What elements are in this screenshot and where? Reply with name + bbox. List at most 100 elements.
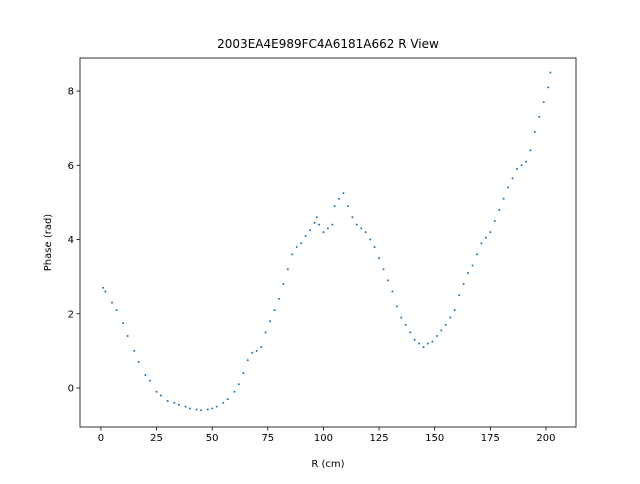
point bbox=[516, 167, 519, 170]
x-tick-label: 150 bbox=[425, 433, 444, 444]
point bbox=[295, 245, 298, 248]
point bbox=[453, 309, 456, 312]
point bbox=[269, 320, 272, 323]
point bbox=[427, 342, 430, 345]
point bbox=[155, 390, 158, 393]
point bbox=[282, 283, 285, 286]
y-tick-label: 2 bbox=[68, 309, 74, 320]
y-axis-label: Phase (rad) bbox=[43, 214, 54, 272]
point bbox=[467, 271, 470, 274]
point bbox=[458, 294, 461, 297]
x-tick-label: 200 bbox=[536, 433, 555, 444]
point bbox=[342, 192, 345, 195]
point bbox=[395, 305, 398, 308]
point bbox=[409, 331, 412, 334]
x-tick-label: 175 bbox=[481, 433, 500, 444]
point bbox=[498, 208, 501, 211]
point bbox=[444, 323, 447, 326]
point bbox=[326, 227, 329, 230]
point bbox=[246, 359, 249, 362]
point bbox=[286, 268, 289, 271]
point bbox=[264, 331, 267, 334]
point bbox=[237, 383, 240, 386]
point bbox=[533, 130, 536, 133]
point bbox=[233, 390, 236, 393]
point bbox=[115, 309, 118, 312]
point bbox=[173, 401, 176, 404]
point bbox=[493, 219, 496, 222]
point bbox=[159, 394, 162, 397]
point bbox=[211, 407, 214, 410]
point bbox=[475, 253, 478, 256]
point bbox=[322, 231, 325, 234]
x-tick-label: 0 bbox=[98, 433, 104, 444]
point bbox=[333, 205, 336, 208]
point bbox=[538, 116, 541, 119]
point bbox=[104, 290, 107, 293]
point bbox=[133, 349, 136, 352]
point bbox=[291, 253, 294, 256]
point bbox=[422, 346, 425, 349]
point bbox=[206, 408, 209, 411]
point bbox=[300, 242, 303, 245]
point bbox=[126, 335, 129, 338]
point bbox=[542, 101, 545, 104]
point bbox=[315, 216, 318, 219]
point bbox=[351, 216, 354, 219]
point bbox=[440, 329, 443, 332]
y-tick-label: 0 bbox=[68, 384, 74, 395]
point bbox=[102, 286, 105, 289]
axes-frame bbox=[79, 57, 577, 428]
point bbox=[215, 405, 218, 408]
point bbox=[520, 164, 523, 167]
x-tick-label: 100 bbox=[314, 433, 333, 444]
point bbox=[111, 301, 114, 304]
point bbox=[462, 283, 465, 286]
point bbox=[277, 297, 280, 300]
x-tick-label: 75 bbox=[261, 433, 274, 444]
point bbox=[177, 403, 180, 406]
point bbox=[511, 177, 514, 180]
point bbox=[338, 197, 341, 200]
point bbox=[391, 290, 394, 293]
point bbox=[260, 346, 263, 349]
point bbox=[309, 229, 312, 232]
point bbox=[222, 401, 225, 404]
point bbox=[355, 223, 358, 226]
point bbox=[435, 335, 438, 338]
point bbox=[144, 374, 147, 377]
point bbox=[507, 186, 510, 189]
point bbox=[313, 221, 316, 224]
point bbox=[364, 231, 367, 234]
point bbox=[331, 223, 334, 226]
point bbox=[404, 323, 407, 326]
point bbox=[431, 340, 434, 343]
x-tick-label: 125 bbox=[370, 433, 389, 444]
point bbox=[471, 264, 474, 267]
point bbox=[449, 316, 452, 319]
point bbox=[373, 245, 376, 248]
y-tick-label: 6 bbox=[68, 161, 74, 172]
point bbox=[360, 227, 363, 230]
point bbox=[184, 405, 187, 408]
point bbox=[549, 71, 552, 74]
point bbox=[273, 309, 276, 312]
y-tick-label: 4 bbox=[68, 235, 74, 246]
point bbox=[547, 86, 550, 89]
point bbox=[382, 268, 385, 271]
point bbox=[242, 372, 245, 375]
point bbox=[200, 409, 203, 412]
point bbox=[489, 231, 492, 234]
point bbox=[317, 223, 320, 226]
point bbox=[369, 238, 372, 241]
point bbox=[413, 338, 416, 341]
point bbox=[346, 205, 349, 208]
point bbox=[255, 349, 258, 352]
point bbox=[480, 242, 483, 245]
x-axis-label: R (cm) bbox=[311, 459, 344, 470]
point bbox=[137, 361, 140, 364]
chart-title: 2003EA4E989FC4A6181A662 R View bbox=[217, 37, 439, 51]
point bbox=[195, 408, 198, 411]
point bbox=[529, 149, 532, 152]
